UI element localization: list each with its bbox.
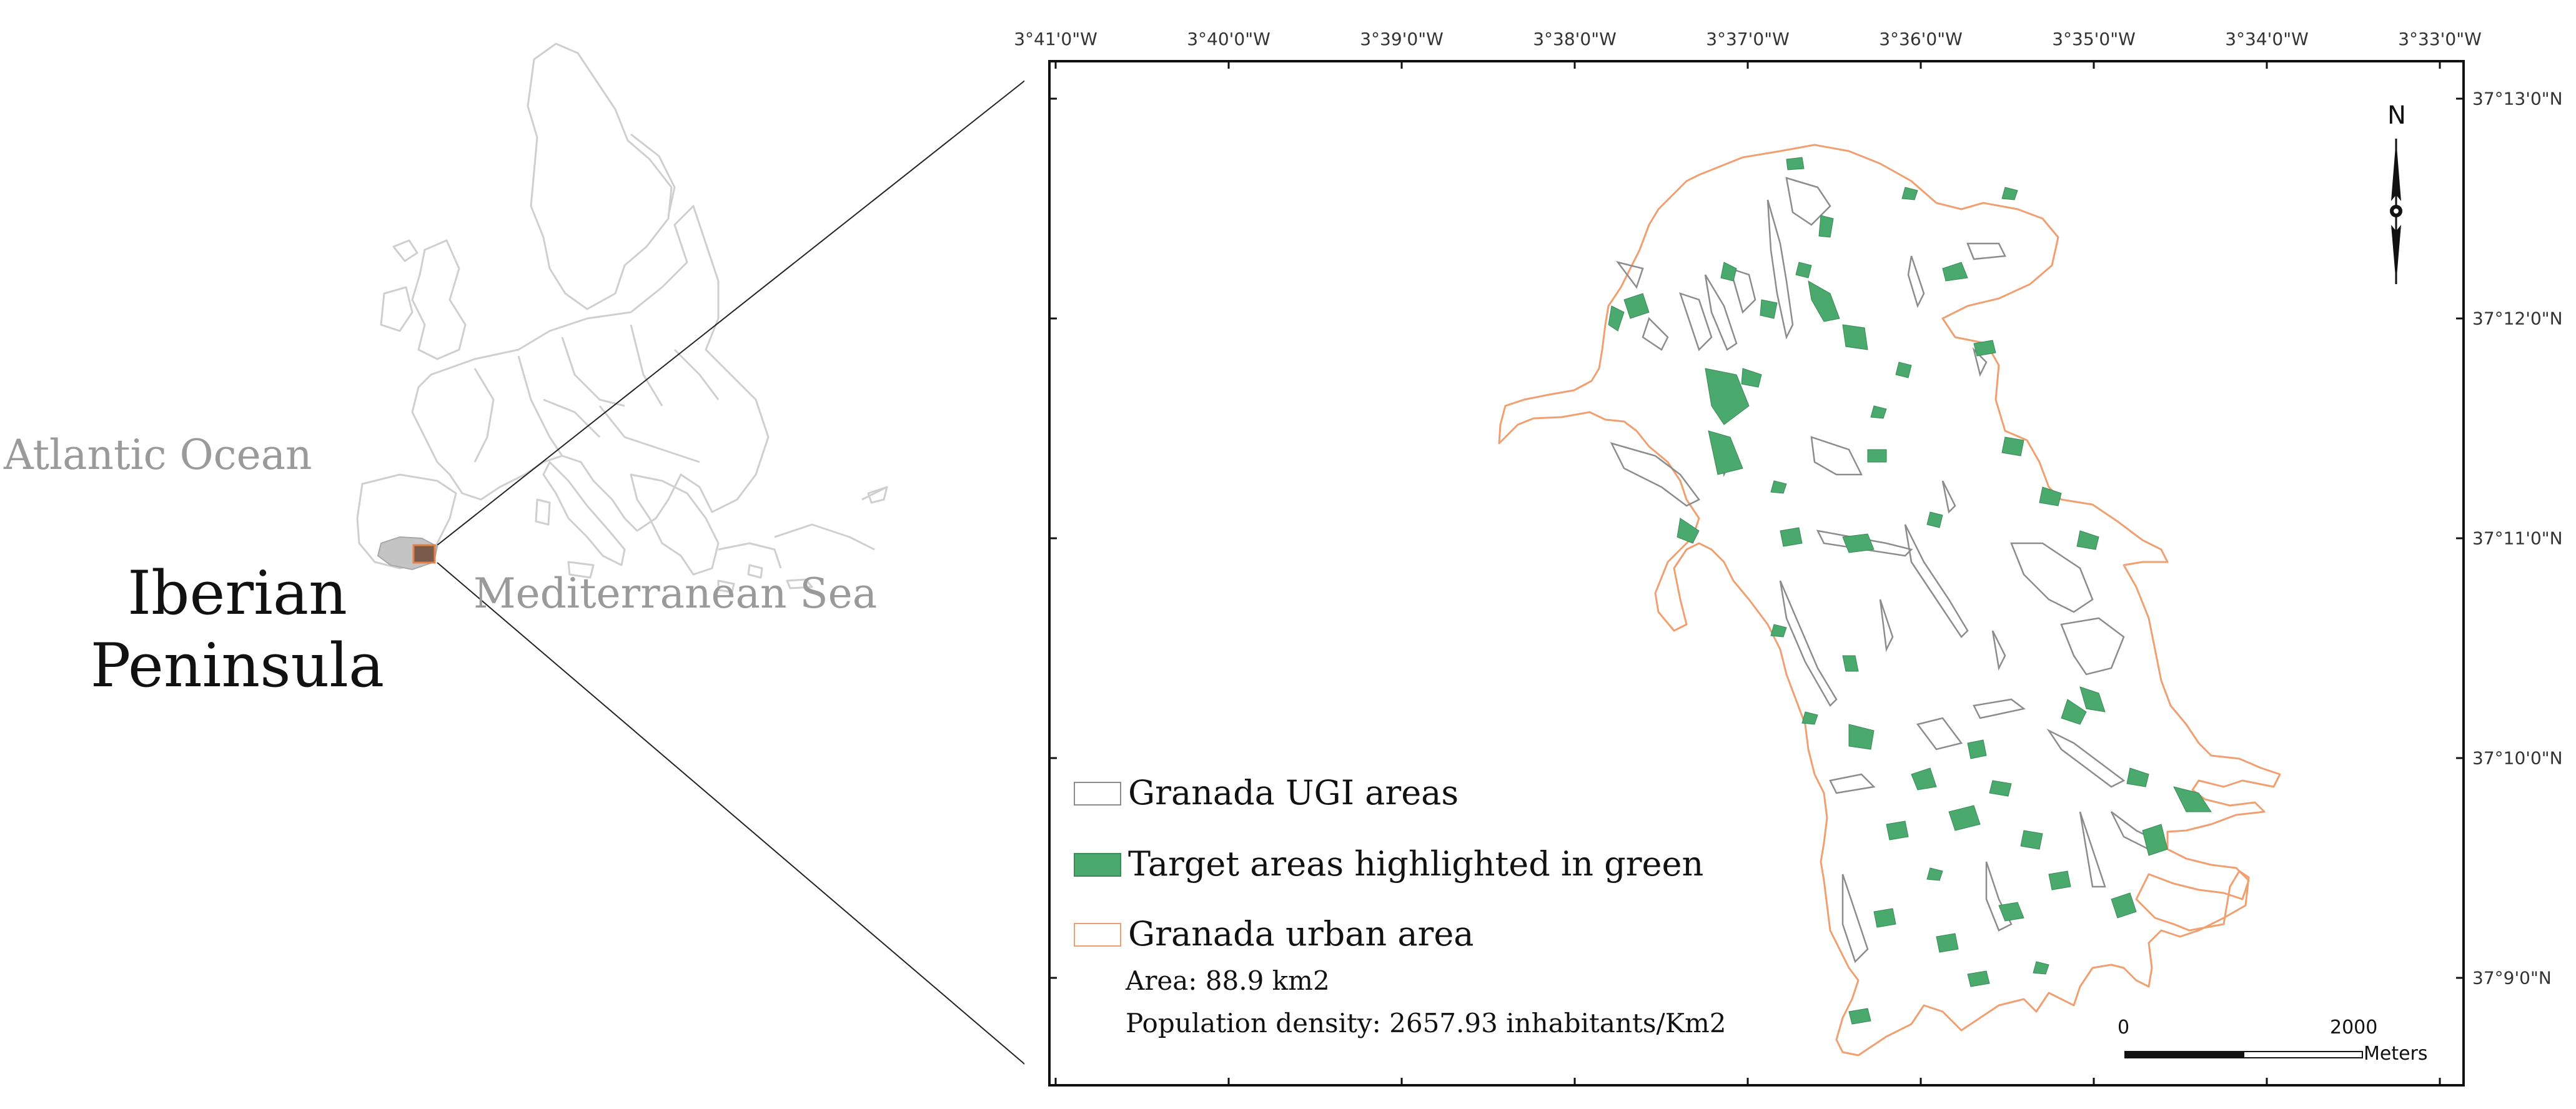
longitude-tick-label: 3°41'0"W xyxy=(1014,29,1097,49)
legend-swatch-target xyxy=(1074,853,1121,877)
longitude-tick-label: 3°40'0"W xyxy=(1187,29,1271,49)
longitude-tick-label: 3°35'0"W xyxy=(2052,29,2136,49)
atlantic-ocean-label: Atlantic Ocean xyxy=(4,431,312,479)
latitude-tick-label: 37°13'0"N xyxy=(2472,88,2563,109)
zoom-connector-bottom xyxy=(437,562,1024,1065)
continent-outline xyxy=(411,205,770,532)
scale-unit-label: Meters xyxy=(2364,1043,2428,1065)
mediterranean-sea-label: Mediterranean Sea xyxy=(473,569,878,618)
ireland-outline xyxy=(380,286,414,332)
legend-target-label: Target areas highlighted in green xyxy=(1128,844,1704,884)
longitude-tick-label: 3°37'0"W xyxy=(1706,29,1790,49)
latitude-tick-label: 37°12'0"N xyxy=(2472,308,2563,329)
granada-urban-area-outline xyxy=(1498,144,2281,1057)
latitude-tick-label: 37°9'0"N xyxy=(2472,967,2552,988)
density-stat: Population density: 2657.93 inhabitants/… xyxy=(1126,1008,1726,1038)
iberian-peninsula-label: Iberian Peninsula xyxy=(75,557,400,702)
north-arrow-icon xyxy=(2390,139,2402,284)
ugi-areas xyxy=(1610,177,2163,964)
granada-inset-box xyxy=(412,544,436,564)
legend-urban-label: Granada urban area xyxy=(1128,914,1474,954)
balkans-outline xyxy=(630,473,782,576)
target-areas xyxy=(1608,157,2212,1025)
europe-inset-map xyxy=(356,42,1024,1065)
longitude-tick-label: 3°34'0"W xyxy=(2225,29,2309,49)
latitude-tick-label: 37°10'0"N xyxy=(2472,747,2563,769)
scale-bar xyxy=(2124,1051,2363,1058)
italy-outline xyxy=(542,461,626,566)
legend-ugi-label: Granada UGI areas xyxy=(1128,773,1459,812)
peninsula-label-line1: Iberian xyxy=(127,558,347,628)
longitude-tick-label: 3°36'0"W xyxy=(1879,29,1963,49)
britain-outline xyxy=(411,239,467,360)
longitude-tick-label: 3°39'0"W xyxy=(1360,29,1444,49)
scale-start-label: 0 xyxy=(2118,1017,2130,1038)
legend-swatch-ugi xyxy=(1074,782,1121,806)
longitude-tick-label: 3°38'0"W xyxy=(1533,29,1617,49)
scale-end-label: 2000 xyxy=(2330,1017,2378,1038)
zoom-connector-top xyxy=(437,80,1024,546)
north-label: N xyxy=(2387,101,2406,130)
area-stat: Area: 88.9 km2 xyxy=(1126,965,1330,996)
peninsula-label-line2: Peninsula xyxy=(90,631,385,701)
latitude-tick-label: 37°11'0"N xyxy=(2472,528,2563,549)
longitude-tick-label: 3°33'0"W xyxy=(2398,29,2482,49)
scandinavia-outline xyxy=(527,42,676,310)
legend-swatch-urban xyxy=(1074,923,1121,947)
